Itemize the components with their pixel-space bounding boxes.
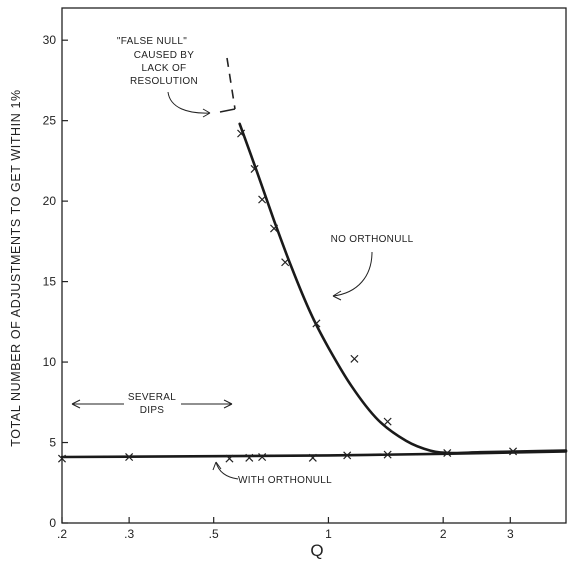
no-orthonull-label: NO ORTHONULL: [331, 234, 414, 245]
false-null-dashed-curve: [226, 57, 236, 110]
data-point-x-marker: [270, 224, 279, 233]
no-orthonull-arrowhead: [332, 290, 342, 301]
with-orthonull-arrowhead: [212, 461, 222, 471]
false-null-line-4: RESOLUTION: [130, 76, 198, 87]
data-point-x-marker: [237, 129, 246, 138]
data-point-x-marker: [443, 448, 452, 458]
y-tick-label: 30: [43, 33, 57, 47]
y-tick-label: 5: [49, 436, 56, 450]
data-point-x-marker: [312, 319, 321, 328]
data-point-x-marker: [125, 452, 134, 462]
x-tick-label: .3: [124, 527, 134, 541]
y-tick-label: 25: [43, 114, 57, 128]
data-point-x-marker: [258, 452, 267, 462]
data-point-x-marker: [509, 447, 518, 456]
false-null-line-2: CAUSED BY: [134, 50, 195, 61]
false-null-annotation: "FALSE NULL" CAUSED BY LACK OF RESOLUTIO…: [117, 36, 236, 118]
x-tick-label: 2: [440, 527, 447, 541]
false-null-line-1: "FALSE NULL": [117, 36, 187, 47]
data-point-x-marker: [250, 164, 259, 173]
y-tick-label: 10: [43, 355, 57, 369]
data-point-x-marker: [245, 453, 254, 462]
series-curve: [238, 122, 568, 455]
data-point-x-marker: [383, 450, 392, 459]
several-dips-right-arrowhead: [223, 399, 233, 409]
x-tick-label: 1: [325, 527, 332, 541]
data-point-x-marker: [308, 453, 317, 462]
with-orthonull-annotation: WITH ORTHONULL: [212, 461, 332, 486]
false-null-arrow: [167, 91, 211, 114]
data-point-x-marker: [383, 417, 392, 426]
y-axis-ticks: 0 5 10 15 20 25 30: [43, 33, 68, 530]
several-dips-line-1: SEVERAL: [128, 392, 176, 403]
no-orthonull-arrow: [332, 251, 373, 297]
data-point-x-marker: [258, 195, 267, 204]
false-null-arrowhead: [202, 108, 211, 118]
x-tick-label: 3: [507, 527, 514, 541]
several-dips-annotation: SEVERAL DIPS: [71, 392, 233, 416]
x-tick-label: .5: [209, 527, 219, 541]
no-orthonull-annotation: NO ORTHONULL: [331, 234, 414, 301]
y-tick-label: 15: [43, 275, 57, 289]
y-axis-label: TOTAL NUMBER OF ADJUSTMENTS TO GET WITHI…: [9, 89, 23, 446]
false-null-dash-tick: [219, 108, 236, 113]
fitted-curves: [60, 122, 568, 459]
data-point-x-marker: [350, 354, 359, 363]
x-axis-ticks: .2 .3 .5 1 2 3: [57, 517, 514, 541]
data-point-x-marker: [57, 454, 67, 463]
data-markers: [57, 129, 518, 463]
several-dips-left-arrowhead: [71, 399, 81, 409]
data-point-x-marker: [343, 451, 352, 460]
series-curve: [60, 450, 568, 459]
y-tick-label: 0: [49, 516, 56, 530]
plot-frame: [61, 7, 567, 524]
data-point-x-marker: [225, 454, 234, 463]
several-dips-line-2: DIPS: [140, 405, 165, 416]
false-null-line-3: LACK OF: [142, 63, 187, 74]
with-orthonull-arrow: [215, 461, 239, 480]
x-tick-label: .2: [57, 527, 67, 541]
with-orthonull-label: WITH ORTHONULL: [238, 475, 332, 486]
data-point-x-marker: [281, 258, 290, 267]
y-tick-label: 20: [43, 194, 57, 208]
x-axis-label: Q: [310, 541, 323, 560]
